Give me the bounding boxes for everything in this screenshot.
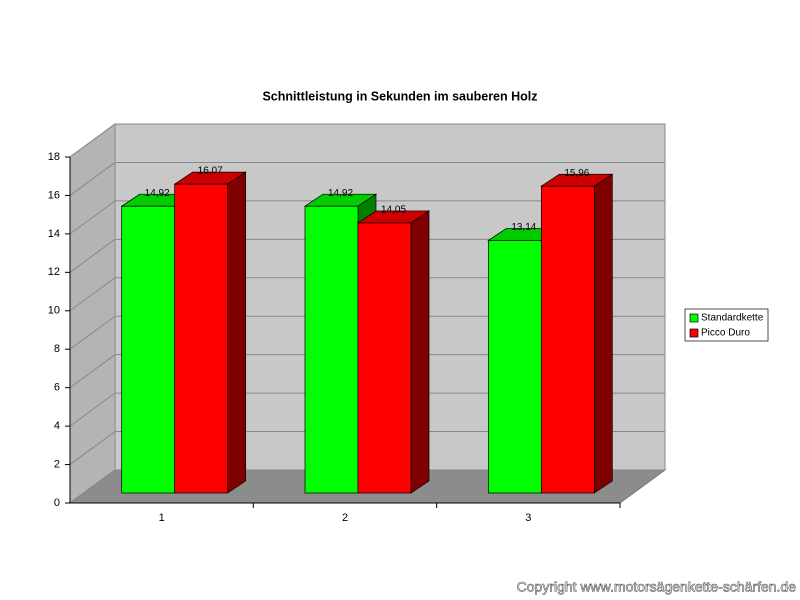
legend-label: Picco Duro (701, 328, 750, 339)
legend-swatch (689, 328, 699, 338)
bar-side (593, 173, 613, 494)
bar (304, 205, 359, 494)
grid-line (69, 431, 116, 465)
bar-side (410, 210, 430, 494)
bar (121, 205, 176, 494)
bar (487, 240, 542, 494)
y-tick-label: 10 (48, 305, 60, 317)
y-tick-label: 16 (48, 189, 60, 201)
y-tick-label: 4 (54, 420, 60, 432)
grid-line (69, 277, 116, 312)
y-tick-label: 8 (54, 343, 60, 355)
bar-side (227, 171, 247, 494)
legend-label: Standardkette (701, 313, 764, 324)
grid-line (69, 469, 116, 504)
chart-title: Schnittleistung in Sekunden im sauberen … (262, 89, 537, 103)
y-tick-label: 0 (54, 497, 60, 509)
bar (357, 222, 412, 494)
bar (540, 185, 595, 494)
copyright: Copyright www.motorsägenkette-schärfen.d… (517, 579, 797, 595)
grid-line (69, 162, 116, 196)
value-label: 13,14 (511, 222, 536, 233)
x-tick-label: 3 (525, 512, 531, 524)
y-tick-label: 12 (48, 266, 60, 278)
y-tick-label: 2 (54, 458, 60, 470)
grid-line (69, 238, 116, 273)
y-tick-label: 14 (48, 228, 60, 240)
legend-box (684, 308, 769, 342)
value-label: 14,05 (381, 205, 406, 216)
grid-line (69, 123, 116, 158)
value-label: 14,92 (145, 188, 170, 199)
grid-line (69, 315, 116, 350)
x-tick-label: 1 (159, 512, 165, 524)
value-label: 14,92 (328, 188, 353, 199)
value-label: 15,96 (564, 168, 589, 179)
y-tick-label: 6 (54, 382, 60, 394)
side-wall (69, 123, 116, 504)
y-tick-label: 18 (48, 151, 60, 163)
grid-line (69, 200, 116, 235)
value-label: 16,07 (198, 166, 223, 177)
x-tick-label: 2 (342, 512, 348, 524)
legend-swatch (689, 313, 699, 323)
bar (174, 183, 229, 494)
grid-line (69, 354, 116, 389)
grid-line (69, 392, 116, 427)
